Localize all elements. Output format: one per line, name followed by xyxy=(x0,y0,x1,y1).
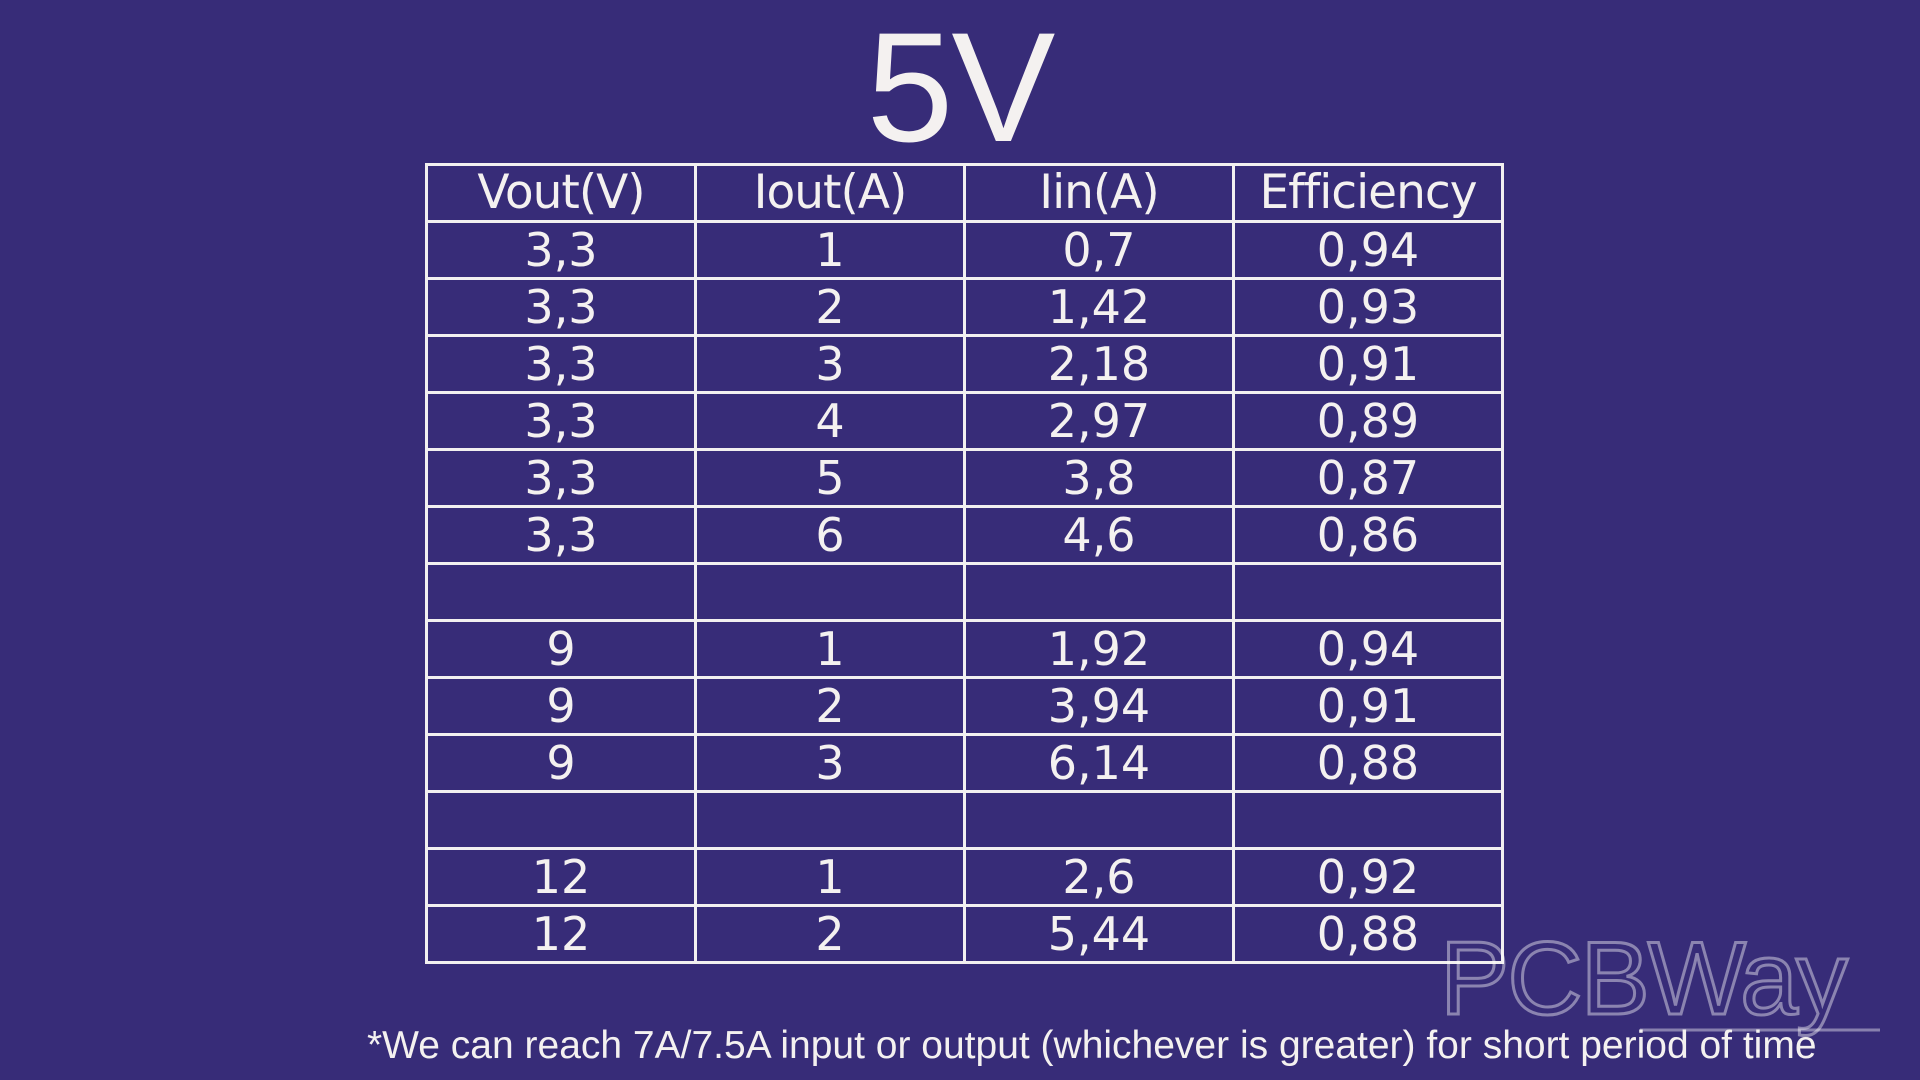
cell-efficiency: 0,87 xyxy=(1232,448,1504,508)
cell-vout xyxy=(425,562,697,622)
cell-efficiency: 0,91 xyxy=(1232,334,1504,394)
cell-vout: 3,3 xyxy=(425,277,697,337)
table-row: 3,3 6 4,6 0,86 xyxy=(425,505,1504,565)
cell-iin: 5,44 xyxy=(963,904,1235,964)
table-spacer-row xyxy=(425,562,1504,622)
cell-iin: 1,92 xyxy=(963,619,1235,679)
cell-efficiency: 0,94 xyxy=(1232,220,1504,280)
pcbway-watermark-logo: PCBWay xyxy=(1440,920,1880,1039)
cell-iin xyxy=(963,562,1235,622)
cell-vout: 3,3 xyxy=(425,448,697,508)
table-row: 12 1 2,6 0,92 xyxy=(425,847,1504,907)
cell-vout: 9 xyxy=(425,733,697,793)
efficiency-table: Vout(V) Iout(A) Iin(A) Efficiency 3,3 1 … xyxy=(425,163,1504,964)
footnote: *We can reach 7A/7.5A input or output (w… xyxy=(367,1024,1817,1067)
table-row: 3,3 3 2,18 0,91 xyxy=(425,334,1504,394)
cell-iout: 2 xyxy=(694,904,966,964)
cell-iin xyxy=(963,790,1235,850)
cell-iout: 6 xyxy=(694,505,966,565)
cell-iin: 0,7 xyxy=(963,220,1235,280)
cell-iout: 2 xyxy=(694,277,966,337)
table-row: 3,3 5 3,8 0,87 xyxy=(425,448,1504,508)
cell-iout: 5 xyxy=(694,448,966,508)
cell-iout: 3 xyxy=(694,733,966,793)
cell-vout: 9 xyxy=(425,619,697,679)
cell-vout xyxy=(425,790,697,850)
table-row: 3,3 4 2,97 0,89 xyxy=(425,391,1504,451)
header-vout: Vout(V) xyxy=(425,163,697,223)
cell-efficiency: 0,88 xyxy=(1232,733,1504,793)
watermark-text: PCBWay xyxy=(1440,921,1848,1037)
cell-vout: 12 xyxy=(425,847,697,907)
cell-iout: 3 xyxy=(694,334,966,394)
cell-iout xyxy=(694,790,966,850)
cell-efficiency: 0,91 xyxy=(1232,676,1504,736)
header-iin: Iin(A) xyxy=(963,163,1235,223)
cell-iin: 3,8 xyxy=(963,448,1235,508)
cell-iin: 2,18 xyxy=(963,334,1235,394)
cell-efficiency: 0,93 xyxy=(1232,277,1504,337)
cell-iin: 4,6 xyxy=(963,505,1235,565)
cell-iout: 4 xyxy=(694,391,966,451)
header-iout: Iout(A) xyxy=(694,163,966,223)
cell-efficiency xyxy=(1232,562,1504,622)
cell-iin: 6,14 xyxy=(963,733,1235,793)
slide-title: 5V xyxy=(866,1,1056,175)
cell-vout: 3,3 xyxy=(425,505,697,565)
cell-vout: 12 xyxy=(425,904,697,964)
cell-vout: 9 xyxy=(425,676,697,736)
cell-iin: 3,94 xyxy=(963,676,1235,736)
table-row: 9 3 6,14 0,88 xyxy=(425,733,1504,793)
cell-iin: 2,6 xyxy=(963,847,1235,907)
cell-iin: 1,42 xyxy=(963,277,1235,337)
cell-efficiency: 0,94 xyxy=(1232,619,1504,679)
table-row: 9 1 1,92 0,94 xyxy=(425,619,1504,679)
table-row: 3,3 1 0,7 0,94 xyxy=(425,220,1504,280)
cell-iout: 2 xyxy=(694,676,966,736)
cell-vout: 3,3 xyxy=(425,334,697,394)
cell-efficiency xyxy=(1232,790,1504,850)
cell-efficiency: 0,88 xyxy=(1232,904,1504,964)
table-header-row: Vout(V) Iout(A) Iin(A) Efficiency xyxy=(425,163,1504,223)
cell-iout xyxy=(694,562,966,622)
cell-iout: 1 xyxy=(694,619,966,679)
table-row: 12 2 5,44 0,88 xyxy=(425,904,1504,964)
cell-efficiency: 0,89 xyxy=(1232,391,1504,451)
cell-iin: 2,97 xyxy=(963,391,1235,451)
header-efficiency: Efficiency xyxy=(1232,163,1504,223)
cell-iout: 1 xyxy=(694,847,966,907)
table-row: 9 2 3,94 0,91 xyxy=(425,676,1504,736)
cell-iout: 1 xyxy=(694,220,966,280)
cell-efficiency: 0,86 xyxy=(1232,505,1504,565)
table-spacer-row xyxy=(425,790,1504,850)
cell-efficiency: 0,92 xyxy=(1232,847,1504,907)
cell-vout: 3,3 xyxy=(425,391,697,451)
cell-vout: 3,3 xyxy=(425,220,697,280)
table-row: 3,3 2 1,42 0,93 xyxy=(425,277,1504,337)
